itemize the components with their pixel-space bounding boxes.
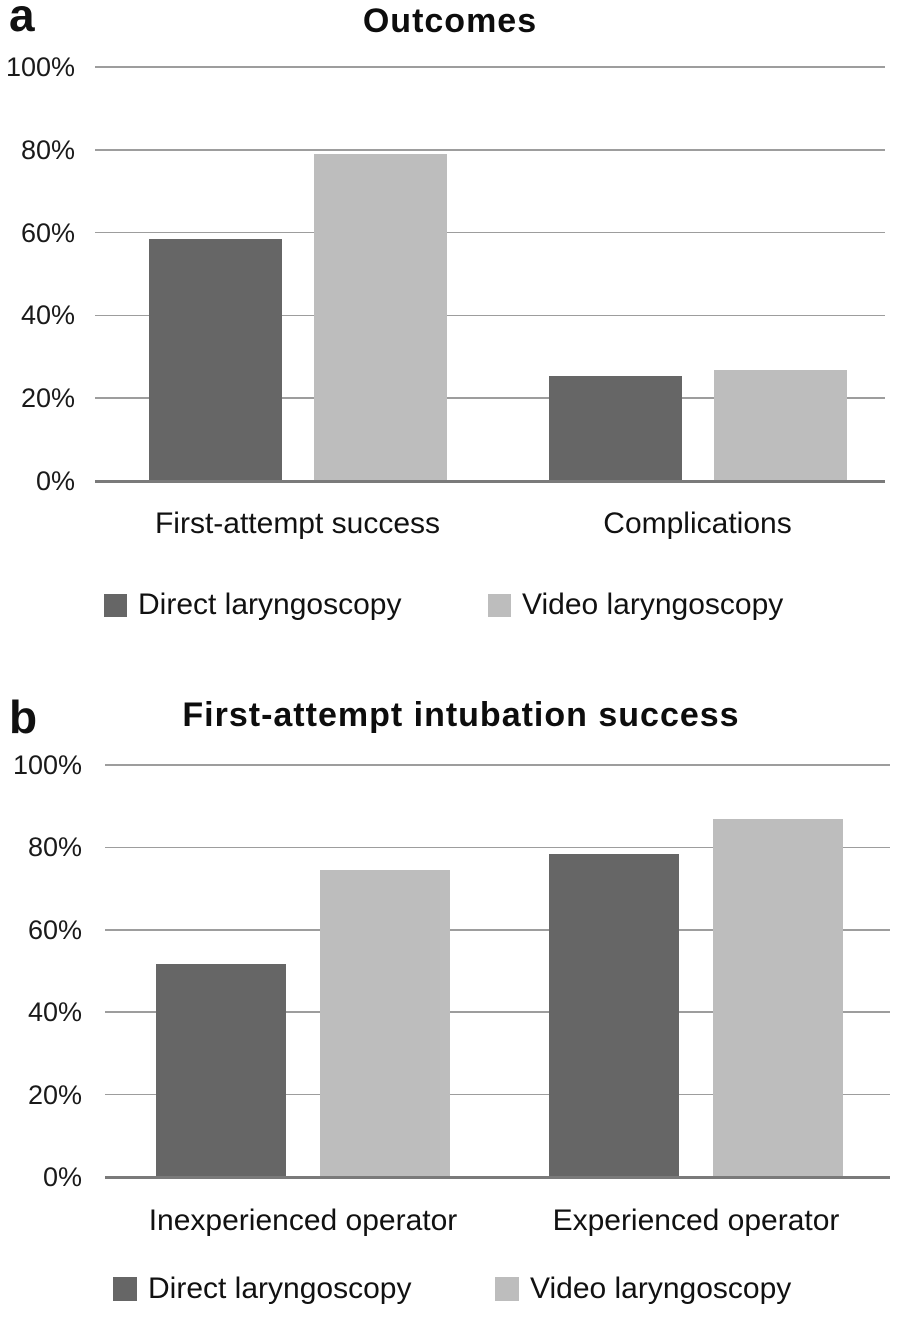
- y-tick-label-80%: 80%: [27, 832, 82, 863]
- bar-direct-laryngoscopy-first-attempt-success: [148, 238, 282, 481]
- chart-b-title: First-attempt intubation success: [182, 696, 740, 734]
- legend-label-video-laryngoscopy: Video laryngoscopy: [522, 588, 784, 621]
- legend-swatch-direct-laryngoscopy: [104, 593, 127, 617]
- y-tick-label-100%: 100%: [5, 52, 75, 82]
- x-axis-line: [105, 1176, 890, 1179]
- gridline-80%: [105, 846, 890, 849]
- panel-a-letter: a: [9, 0, 35, 41]
- category-label-first-attempt-success: First-attempt success: [154, 507, 441, 540]
- x-axis-line: [95, 480, 885, 483]
- gridline-60%: [105, 929, 890, 931]
- bar-video-laryngoscopy-inexperienced-operator: [320, 870, 450, 1177]
- bar-direct-laryngoscopy-experienced-operator: [549, 853, 679, 1177]
- gridline-100%: [105, 764, 890, 766]
- legend-swatch-video-laryngoscopy: [495, 1277, 519, 1301]
- legend-label-video-laryngoscopy: Video laryngoscopy: [530, 1272, 792, 1305]
- gridline-100%: [95, 66, 885, 68]
- bar-direct-laryngoscopy-complications: [548, 376, 682, 481]
- y-tick-label-0%: 0%: [35, 466, 75, 496]
- gridline-20%: [95, 397, 885, 399]
- y-tick-label-0%: 0%: [42, 1162, 82, 1192]
- chart-a-title: Outcomes: [362, 2, 538, 40]
- legend-label-direct-laryngoscopy: Direct laryngoscopy: [138, 588, 402, 621]
- gridline-40%: [105, 1011, 890, 1013]
- gridline-40%: [95, 314, 885, 317]
- category-label-experienced-operator: Experienced operator: [552, 1204, 840, 1237]
- category-label-inexperienced-operator: Inexperienced operator: [148, 1204, 458, 1237]
- y-tick-label-20%: 20%: [20, 383, 75, 414]
- legend-swatch-direct-laryngoscopy: [113, 1277, 137, 1301]
- bar-video-laryngoscopy-complications: [713, 370, 847, 481]
- gridline-80%: [95, 149, 885, 151]
- y-tick-label-80%: 80%: [20, 134, 75, 165]
- y-tick-label-60%: 60%: [27, 914, 82, 945]
- bar-video-laryngoscopy-experienced-operator: [713, 819, 843, 1177]
- legend-item-video-laryngoscopy: Video laryngoscopy: [488, 586, 783, 624]
- category-label-complications: Complications: [603, 507, 792, 540]
- y-tick-label-60%: 60%: [20, 217, 75, 248]
- gridline-20%: [105, 1093, 890, 1096]
- legend-item-video-laryngoscopy: Video laryngoscopy: [495, 1270, 791, 1308]
- legend-swatch-video-laryngoscopy: [488, 593, 511, 617]
- panel-b-letter: b: [9, 691, 38, 743]
- y-tick-label-40%: 40%: [27, 997, 82, 1028]
- y-tick-label-40%: 40%: [20, 300, 75, 331]
- legend-label-direct-laryngoscopy: Direct laryngoscopy: [148, 1272, 412, 1305]
- legend-item-direct-laryngoscopy: Direct laryngoscopy: [104, 586, 401, 624]
- y-tick-label-100%: 100%: [12, 750, 82, 780]
- bar-video-laryngoscopy-first-attempt-success: [313, 153, 447, 481]
- gridline-60%: [95, 231, 885, 234]
- y-tick-label-20%: 20%: [27, 1079, 82, 1110]
- legend-item-direct-laryngoscopy: Direct laryngoscopy: [113, 1270, 411, 1308]
- bar-direct-laryngoscopy-inexperienced-operator: [156, 964, 286, 1177]
